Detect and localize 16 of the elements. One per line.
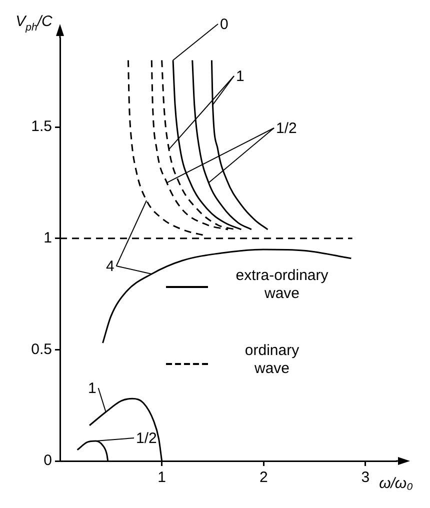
legend-label: 1/2 xyxy=(136,430,157,447)
x-tick-label: 2 xyxy=(259,469,268,486)
y-tick-label: 1 xyxy=(44,230,52,247)
x-tick-label: 1 xyxy=(158,469,166,486)
y-tick-label: 1.5 xyxy=(31,118,52,136)
x-axis-title: ω/ω₀ xyxy=(379,475,413,492)
y-tick-label: 0.5 xyxy=(31,340,52,358)
series-label: 1 xyxy=(88,380,96,397)
series-label: 1 xyxy=(236,68,244,85)
x-tick-label: 3 xyxy=(361,469,370,486)
text: 1/2 xyxy=(276,120,297,137)
text: 4 xyxy=(106,258,114,275)
annotation: ordinary wave xyxy=(244,342,300,377)
text: 0 xyxy=(220,16,228,33)
annotation: extra-ordinary wave xyxy=(236,267,329,302)
y-tick-label: 0 xyxy=(44,452,52,470)
